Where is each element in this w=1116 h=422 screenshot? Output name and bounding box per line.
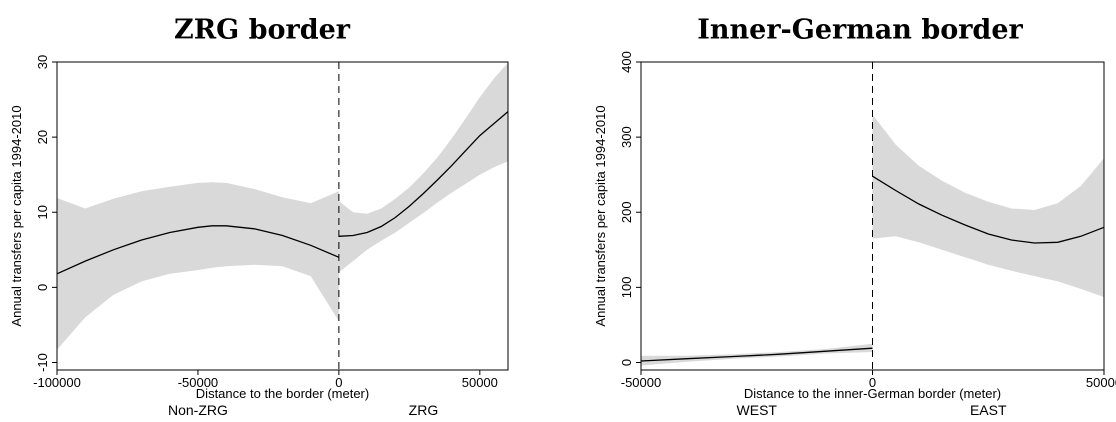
chart-title: Inner-German border	[697, 15, 1023, 46]
fit-line-right	[338, 111, 509, 237]
fit-line-left	[640, 347, 873, 362]
x-tick-label: -50000	[178, 375, 218, 390]
x-axis-label: Distance to the inner-German border (met…	[744, 386, 1001, 401]
x-tick-label: 50000	[1086, 375, 1116, 390]
side-label-left: Non-ZRG	[168, 402, 228, 418]
x-tick-label: -100000	[33, 375, 81, 390]
confidence-band-left	[57, 182, 339, 350]
y-tick-label: 100	[619, 277, 634, 299]
x-axis-label: Distance to the border (meter)	[196, 386, 369, 401]
side-label-right: ZRG	[409, 402, 439, 418]
y-tick-label: 10	[35, 205, 50, 219]
y-tick-label: 400	[619, 51, 634, 73]
side-label-left: WEST	[737, 402, 778, 418]
chart-panel-inner-german: Inner-German border -50000 0 50000 0 100 200 30…	[593, 15, 1116, 419]
x-tick-label: 0	[335, 375, 342, 390]
side-label-right: EAST	[970, 402, 1007, 418]
y-axis-label: Annual transfers per capita 1994-2010	[593, 105, 608, 326]
y-tick-label: 20	[35, 130, 50, 144]
chart-title: ZRG border	[174, 15, 351, 46]
confidence-band-left	[641, 343, 873, 366]
fit-line-right	[872, 175, 1105, 244]
confidence-band-right	[338, 62, 508, 273]
x-tick-label: -50000	[621, 375, 661, 390]
plot-frame	[56, 61, 509, 371]
fit-line-left	[56, 225, 340, 275]
confidence-band-right	[872, 114, 1104, 298]
y-tick-label: 0	[35, 284, 50, 291]
y-tick-label: 30	[35, 55, 50, 69]
y-tick-label: 200	[619, 201, 634, 223]
y-axis-label: Annual transfers per capita 1994-2010	[9, 105, 24, 326]
chart-panel-zrg: ZRG border -100000 -50000 0 50000 -10 0 10 20 30 D…	[9, 15, 509, 418]
y-tick-label: 0	[619, 359, 634, 366]
y-tick-label: -10	[35, 353, 50, 372]
x-tick-label: 0	[869, 375, 876, 390]
y-tick-label: 300	[619, 126, 634, 148]
x-tick-label: 50000	[462, 375, 498, 390]
